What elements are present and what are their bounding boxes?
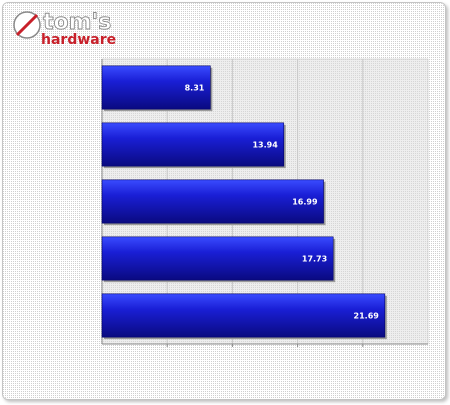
logo-wrench-icon	[15, 13, 39, 37]
bar-value-label: 21.69	[354, 312, 380, 321]
bar	[101, 65, 211, 110]
bars: 8.31 13.94 16.99 17.73 21.69	[101, 65, 387, 340]
bar	[101, 236, 334, 281]
logo-text-toms: tom's	[43, 10, 111, 35]
toms-hardware-logo: tom's hardware	[13, 10, 116, 48]
bar-value-label: 17.73	[302, 255, 327, 264]
bar-value-label: 16.99	[292, 198, 318, 207]
bar	[101, 179, 324, 224]
bar	[101, 122, 285, 167]
bar-chart: tom's hardware 8.31 13.94 16.99 17.73 21.69	[3, 3, 445, 399]
bar-value-label: 13.94	[252, 141, 278, 150]
chart-frame: tom's hardware 8.31 13.94 16.99 17.73 21.69	[2, 2, 446, 400]
bar	[101, 293, 386, 338]
logo-text-hardware: hardware	[41, 32, 116, 48]
bar-value-label: 8.31	[185, 84, 205, 93]
